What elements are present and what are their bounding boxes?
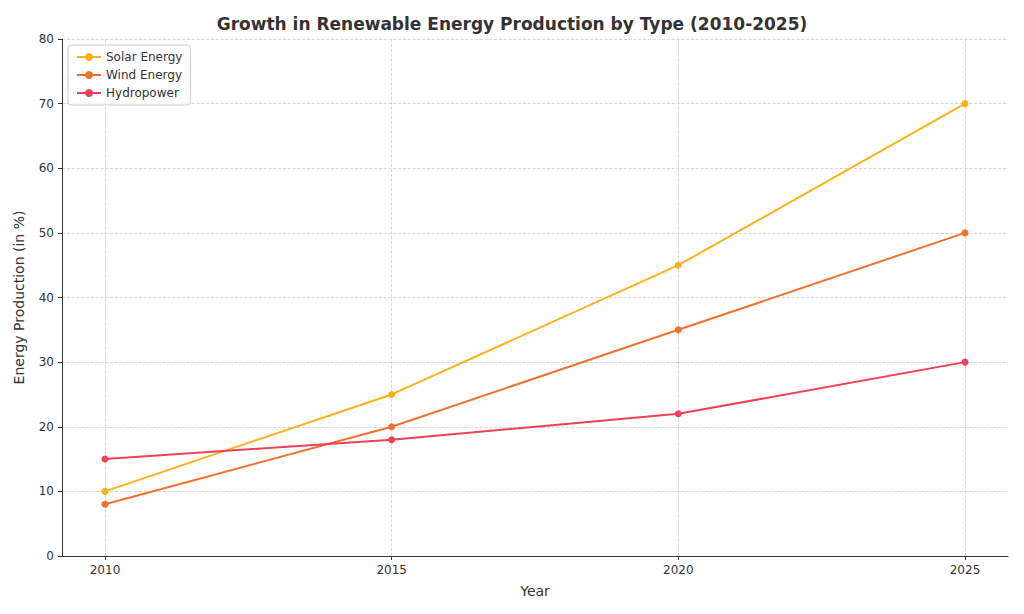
svg-text:10: 10 <box>39 484 54 498</box>
svg-text:20: 20 <box>39 420 54 434</box>
svg-text:2020: 2020 <box>663 563 694 577</box>
svg-text:Solar Energy: Solar Energy <box>106 50 182 64</box>
svg-text:Growth in Renewable Energy Pro: Growth in Renewable Energy Production by… <box>217 14 808 34</box>
svg-text:70: 70 <box>39 97 54 111</box>
svg-text:2010: 2010 <box>90 563 121 577</box>
svg-text:80: 80 <box>39 32 54 46</box>
svg-text:2025: 2025 <box>950 563 981 577</box>
svg-text:Wind Energy: Wind Energy <box>106 68 182 82</box>
svg-text:2015: 2015 <box>376 563 407 577</box>
svg-text:0: 0 <box>46 549 54 563</box>
svg-text:Hydropower: Hydropower <box>106 86 179 100</box>
svg-text:50: 50 <box>39 226 54 240</box>
svg-text:Energy Production (in %): Energy Production (in %) <box>11 211 27 385</box>
svg-text:40: 40 <box>39 291 54 305</box>
svg-text:60: 60 <box>39 161 54 175</box>
svg-text:Year: Year <box>519 583 550 599</box>
svg-text:30: 30 <box>39 355 54 369</box>
